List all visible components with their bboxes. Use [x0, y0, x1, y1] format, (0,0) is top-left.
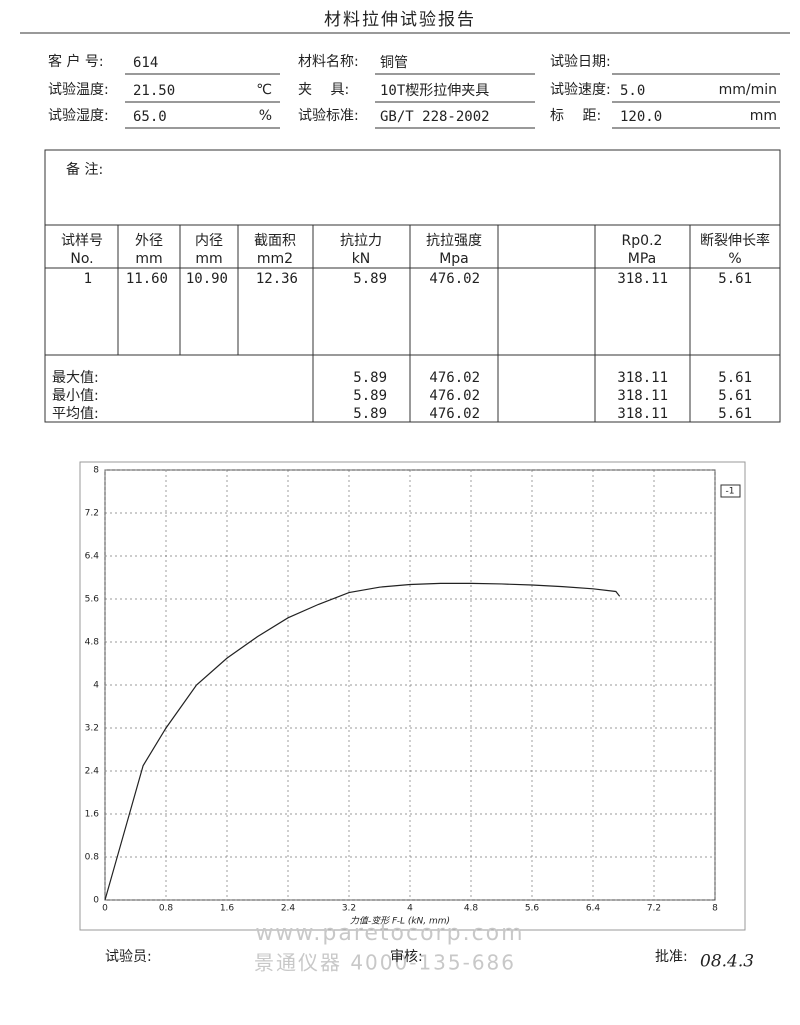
y-tick-label: 8: [93, 466, 99, 476]
column-name: 抗拉力: [340, 233, 382, 249]
field-label: 材料名称:: [298, 54, 359, 70]
stat-value: 318.11: [617, 406, 668, 422]
field-value: 10T楔形拉伸夹具: [380, 83, 489, 99]
report-title: 材料拉伸试验报告: [324, 10, 476, 30]
field-value: GB/T 228-2002: [380, 109, 490, 125]
stat-value: 5.61: [718, 370, 752, 386]
y-tick-label: 3.2: [85, 724, 99, 734]
column-unit: %: [728, 251, 741, 267]
x-tick-label: 2.4: [281, 904, 296, 914]
x-tick-label: 0: [102, 904, 108, 914]
table-cell: 1: [84, 271, 92, 287]
table-frame: [44, 149, 781, 423]
y-tick-label: 2.4: [85, 767, 100, 777]
field-value: 5.0: [620, 83, 645, 99]
y-tick-label: 1.6: [85, 810, 100, 820]
reviewer-label: 审核:: [390, 949, 423, 965]
table-cell: 318.11: [617, 271, 668, 287]
field-label: 客 户 号:: [48, 53, 104, 70]
stat-value: 476.02: [429, 370, 480, 386]
x-tick-label: 8: [712, 904, 718, 914]
column-unit: Mpa: [439, 251, 469, 267]
stat-value: 476.02: [429, 406, 480, 422]
field-value: 614: [133, 55, 158, 71]
field-label: 夹 具:: [298, 82, 349, 98]
column-name: 外径: [135, 233, 163, 249]
field-unit: mm: [750, 108, 777, 124]
table-cell: 5.89: [353, 271, 387, 287]
stat-value: 318.11: [617, 388, 668, 404]
stat-value: 318.11: [617, 370, 668, 386]
legend-entry: -1: [726, 487, 735, 497]
column-name: 断裂伸长率: [700, 232, 770, 249]
field-value: 21.50: [133, 83, 175, 99]
stat-value: 476.02: [429, 388, 480, 404]
stat-label: 平均值:: [52, 406, 99, 422]
stat-value: 5.89: [353, 406, 387, 422]
y-tick-label: 6.4: [85, 552, 100, 562]
column-name: 内径: [195, 233, 223, 249]
stat-label: 最大值:: [52, 370, 99, 386]
stat-label: 最小值:: [52, 388, 99, 404]
approver-label: 批准:: [655, 949, 688, 965]
field-value: 铜管: [380, 55, 408, 71]
column-name: 截面积: [254, 233, 296, 249]
y-tick-label: 0: [93, 896, 99, 906]
table-cell: 5.61: [718, 271, 752, 287]
column-unit: No.: [70, 251, 93, 267]
column-name: Rp0.2: [622, 233, 663, 249]
column-name: 抗拉强度: [426, 233, 482, 249]
y-tick-label: 5.6: [85, 595, 100, 605]
field-value: 65.0: [133, 109, 167, 125]
column-unit: kN: [352, 251, 371, 267]
field-label: 试验湿度:: [48, 108, 109, 124]
y-tick-label: 0.8: [85, 853, 100, 863]
x-tick-label: 0.8: [159, 904, 174, 914]
column-unit: mm2: [257, 251, 293, 267]
watermark-url: www.paretocorp.com: [255, 921, 524, 946]
y-tick-label: 4.8: [85, 638, 100, 648]
x-tick-label: 6.4: [586, 904, 601, 914]
x-tick-label: 4.8: [464, 904, 479, 914]
column-unit: mm: [135, 251, 162, 267]
stat-value: 5.89: [353, 370, 387, 386]
x-tick-label: 7.2: [647, 904, 661, 914]
tester-label: 试验员:: [105, 949, 152, 965]
table-cell: 10.90: [186, 271, 228, 287]
table-cell: 11.60: [126, 271, 168, 287]
remarks-label: 备 注:: [66, 161, 103, 178]
column-name: 试样号: [61, 233, 103, 249]
field-unit: ℃: [256, 82, 272, 98]
field-unit: mm/min: [719, 82, 777, 98]
chart-frame: [79, 461, 746, 931]
field-value: 120.0: [620, 109, 662, 125]
column-unit: MPa: [628, 251, 656, 267]
column-unit: mm: [195, 251, 222, 267]
field-label: 试验日期:: [550, 54, 611, 70]
table-cell: 12.36: [256, 271, 298, 287]
x-axis-label: 力值-变形 F-L (kN, mm): [350, 916, 450, 927]
signature-date: 08.4.3: [700, 952, 754, 972]
field-label: 试验标准:: [298, 108, 359, 124]
x-tick-label: 3.2: [342, 904, 356, 914]
field-label: 试验温度:: [48, 82, 109, 98]
y-tick-label: 4: [93, 681, 99, 691]
stat-value: 5.61: [718, 388, 752, 404]
x-tick-label: 4: [407, 904, 413, 914]
field-label: 试验速度:: [550, 82, 611, 98]
watermark-company: 景通仪器 4000-135-686: [254, 951, 516, 975]
x-tick-label: 1.6: [220, 904, 235, 914]
x-tick-label: 5.6: [525, 904, 540, 914]
stat-value: 5.89: [353, 388, 387, 404]
table-cell: 476.02: [429, 271, 480, 287]
y-tick-label: 7.2: [85, 509, 99, 519]
stat-value: 5.61: [718, 406, 752, 422]
legend-box: [720, 484, 741, 498]
field-unit: %: [259, 108, 272, 124]
field-label: 标 距:: [550, 108, 601, 124]
data-line: [104, 582, 621, 901]
